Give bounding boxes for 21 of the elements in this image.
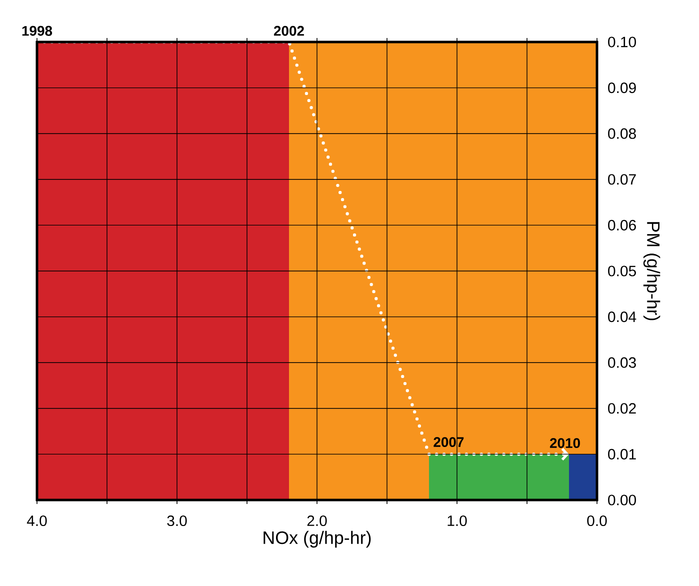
annotation: 1998 <box>22 26 52 36</box>
y-tick-label: 0.06 <box>608 220 636 230</box>
y-tick-label: 0.08 <box>608 128 636 139</box>
y-tick-label: 0.10 <box>608 36 636 48</box>
x-tick-label: 0.0 <box>587 515 607 526</box>
y-axis-title: PM (g/hp-hr) <box>643 222 660 320</box>
y-tick-label: 0.03 <box>608 357 636 368</box>
x-tick-label: 2.0 <box>307 515 327 526</box>
y-tick-label: 0.01 <box>608 448 636 460</box>
x-axis-title: NOx (g/hp-hr) <box>264 530 371 548</box>
y-tick-label: 0.04 <box>608 312 636 322</box>
x-tick-label: 4.0 <box>26 515 47 526</box>
y-tick-label: 0.09 <box>608 82 636 94</box>
y-tick-label: 0.05 <box>608 266 636 276</box>
y-tick-label: 0.00 <box>608 494 636 506</box>
annotation: 2010 <box>550 438 580 448</box>
y-tick-label: 0.02 <box>608 403 636 414</box>
annotation: 2002 <box>274 26 304 36</box>
x-tick-label: 3.0 <box>167 515 187 526</box>
x-tick-label: 1.0 <box>448 515 467 526</box>
y-tick-label: 0.07 <box>608 174 636 185</box>
